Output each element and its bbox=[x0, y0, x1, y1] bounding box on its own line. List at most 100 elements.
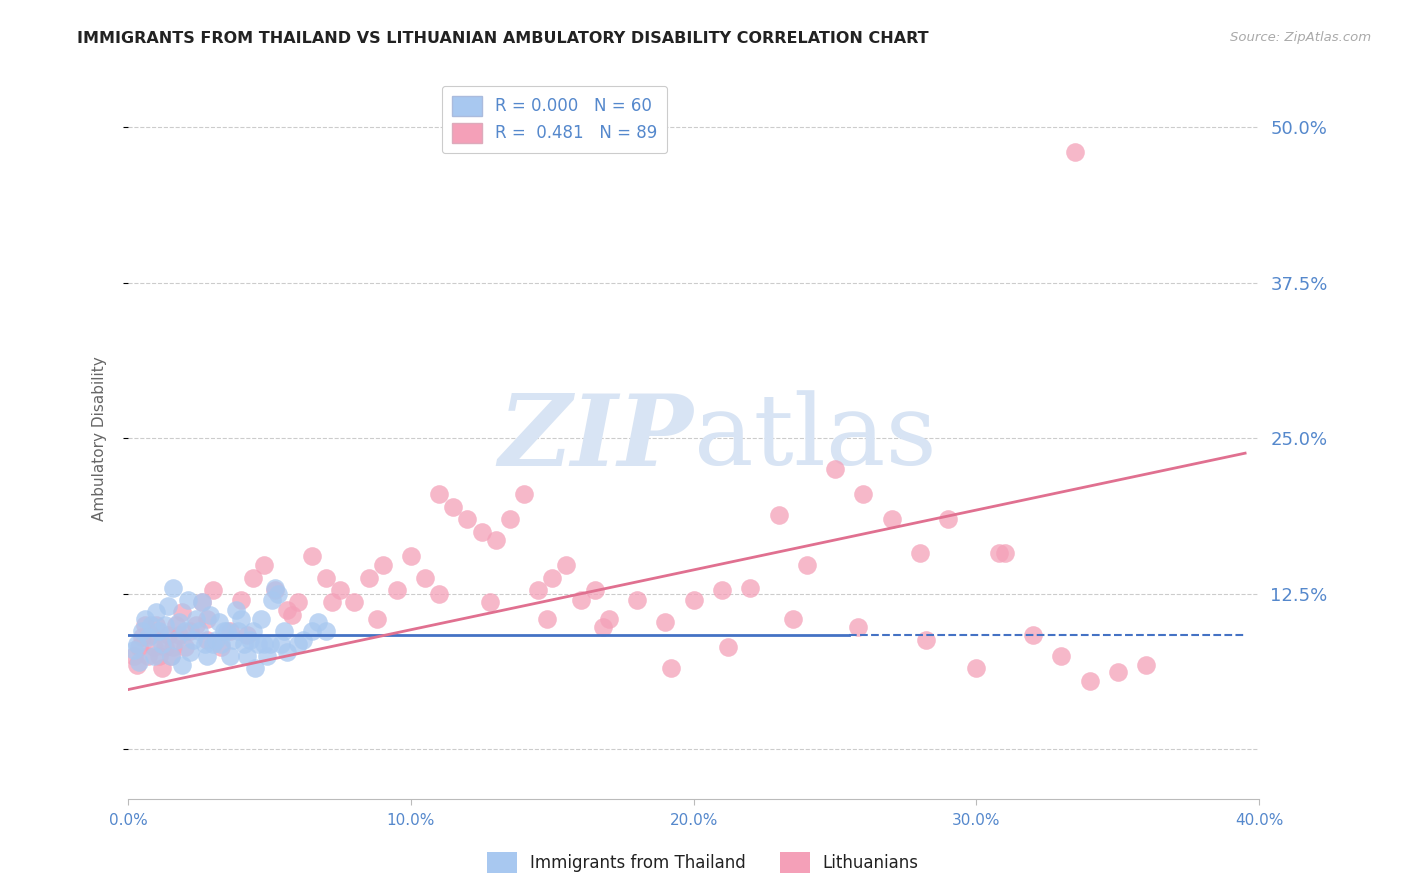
Point bbox=[315, 624, 337, 638]
Point bbox=[569, 593, 592, 607]
Point bbox=[768, 508, 790, 523]
Point bbox=[385, 582, 408, 597]
Point bbox=[485, 533, 508, 548]
Point bbox=[247, 636, 270, 650]
Legend: Immigrants from Thailand, Lithuanians: Immigrants from Thailand, Lithuanians bbox=[481, 846, 925, 880]
Point bbox=[148, 624, 170, 638]
Point bbox=[150, 636, 173, 650]
Point bbox=[273, 624, 295, 638]
Point bbox=[253, 558, 276, 573]
Point bbox=[654, 615, 676, 630]
Point bbox=[198, 607, 221, 622]
Point bbox=[592, 620, 614, 634]
Point bbox=[136, 648, 159, 663]
Point bbox=[321, 595, 343, 609]
Point bbox=[231, 593, 253, 607]
Point bbox=[267, 587, 290, 601]
Point bbox=[441, 500, 464, 514]
Point bbox=[626, 593, 648, 607]
Point bbox=[513, 487, 536, 501]
Point bbox=[173, 624, 195, 638]
Point bbox=[343, 595, 366, 609]
Point bbox=[357, 571, 380, 585]
Point bbox=[301, 624, 323, 638]
Point bbox=[988, 546, 1011, 560]
Point bbox=[796, 558, 818, 573]
Point bbox=[527, 582, 550, 597]
Point bbox=[256, 648, 278, 663]
Point bbox=[128, 655, 150, 669]
Point bbox=[201, 582, 224, 597]
Point bbox=[219, 648, 242, 663]
Point bbox=[1107, 665, 1129, 680]
Point bbox=[131, 624, 153, 638]
Point bbox=[122, 648, 145, 663]
Point bbox=[276, 603, 298, 617]
Point bbox=[159, 648, 181, 663]
Point bbox=[371, 558, 394, 573]
Point bbox=[499, 512, 522, 526]
Point bbox=[170, 606, 193, 620]
Point bbox=[153, 640, 176, 655]
Point bbox=[128, 640, 150, 655]
Point bbox=[131, 630, 153, 644]
Point bbox=[193, 636, 215, 650]
Point bbox=[179, 624, 201, 638]
Point bbox=[239, 632, 262, 647]
Point bbox=[211, 640, 233, 655]
Point bbox=[125, 636, 148, 650]
Point bbox=[228, 624, 250, 638]
Point bbox=[187, 624, 209, 638]
Point bbox=[259, 636, 281, 650]
Point bbox=[994, 546, 1017, 560]
Point bbox=[846, 620, 869, 634]
Point bbox=[211, 636, 233, 650]
Point bbox=[598, 612, 620, 626]
Point bbox=[162, 581, 184, 595]
Point bbox=[122, 642, 145, 657]
Point bbox=[156, 628, 179, 642]
Point bbox=[219, 624, 242, 638]
Point bbox=[287, 636, 309, 650]
Point bbox=[231, 612, 253, 626]
Point bbox=[242, 624, 264, 638]
Point bbox=[262, 593, 284, 607]
Point bbox=[740, 581, 762, 595]
Point bbox=[195, 612, 218, 626]
Point bbox=[190, 595, 212, 609]
Point bbox=[366, 612, 388, 626]
Point bbox=[456, 512, 478, 526]
Point bbox=[165, 618, 187, 632]
Point bbox=[253, 636, 276, 650]
Point bbox=[659, 661, 682, 675]
Point bbox=[139, 618, 162, 632]
Point bbox=[301, 549, 323, 564]
Point bbox=[1050, 648, 1073, 663]
Point bbox=[201, 636, 224, 650]
Point bbox=[852, 487, 875, 501]
Point bbox=[479, 595, 502, 609]
Point bbox=[233, 636, 256, 650]
Point bbox=[307, 615, 329, 630]
Point bbox=[710, 582, 733, 597]
Point bbox=[1078, 673, 1101, 688]
Point bbox=[208, 615, 231, 630]
Point bbox=[264, 581, 287, 595]
Point bbox=[583, 582, 606, 597]
Point bbox=[134, 618, 156, 632]
Point bbox=[142, 640, 165, 655]
Point bbox=[555, 558, 578, 573]
Point bbox=[717, 640, 740, 655]
Point bbox=[250, 612, 273, 626]
Text: IMMIGRANTS FROM THAILAND VS LITHUANIAN AMBULATORY DISABILITY CORRELATION CHART: IMMIGRANTS FROM THAILAND VS LITHUANIAN A… bbox=[77, 31, 929, 46]
Point bbox=[966, 661, 988, 675]
Point bbox=[145, 606, 167, 620]
Point bbox=[176, 593, 198, 607]
Point bbox=[145, 618, 167, 632]
Text: ZIP: ZIP bbox=[499, 390, 693, 486]
Point bbox=[184, 618, 207, 632]
Point bbox=[195, 632, 218, 647]
Point bbox=[125, 657, 148, 672]
Point bbox=[139, 628, 162, 642]
Point bbox=[190, 595, 212, 609]
